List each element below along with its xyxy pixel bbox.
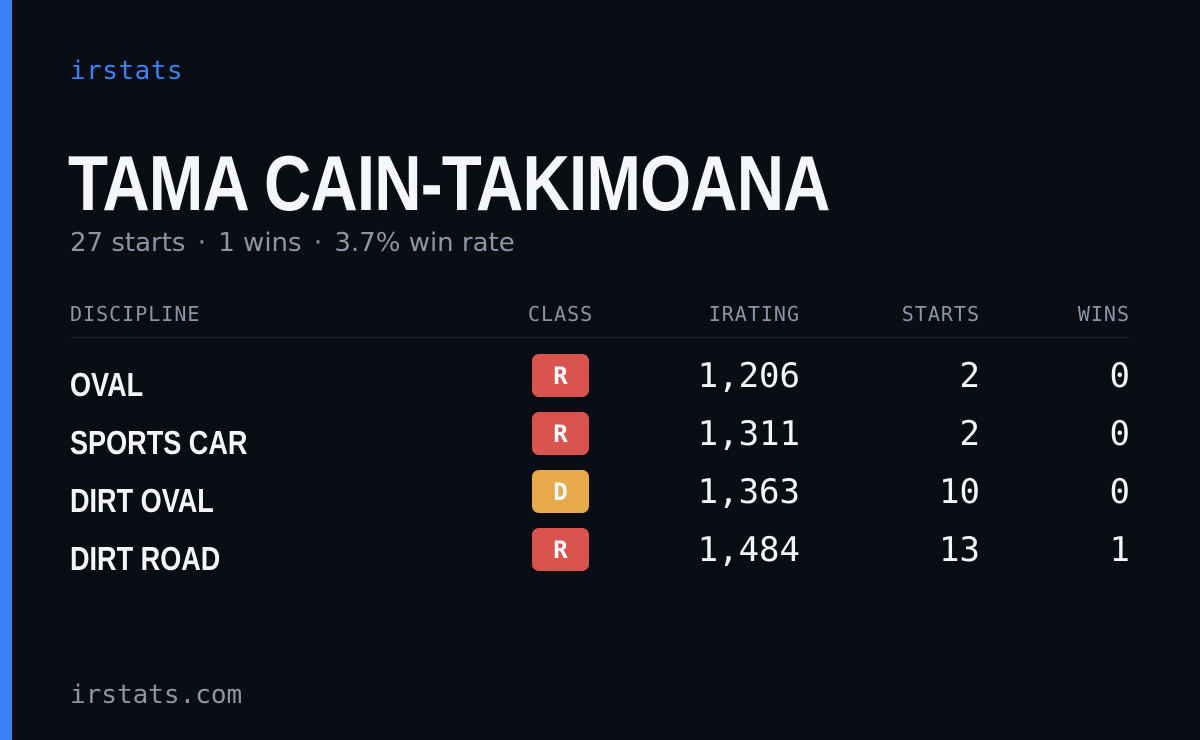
table-row: DIRT OVAL D 1,363 10 0 xyxy=(70,470,1130,528)
header-starts: STARTS xyxy=(901,302,980,326)
separator: · xyxy=(197,228,206,258)
brand-logo: irstats xyxy=(70,56,184,86)
starts-value: 13 xyxy=(939,530,980,570)
table-row: SPORTS CAR R 1,311 2 0 xyxy=(70,412,1130,470)
irating-value: 1,311 xyxy=(697,414,800,454)
starts-count: 27 starts xyxy=(70,228,186,258)
wins-value: 1 xyxy=(1109,530,1130,570)
table-row: OVAL R 1,206 2 0 xyxy=(70,354,1130,412)
discipline-table: DISCIPLINE CLASS IRATING STARTS WINS OVA… xyxy=(70,296,1130,586)
starts-value: 2 xyxy=(959,414,980,454)
discipline-name: OVAL xyxy=(70,366,144,403)
header-irating: IRATING xyxy=(708,302,800,326)
starts-value: 2 xyxy=(959,356,980,396)
wins-value: 0 xyxy=(1109,414,1130,454)
driver-summary: 27 starts · 1 wins · 3.7% win rate xyxy=(70,228,515,258)
footer-url: irstats.com xyxy=(70,680,243,710)
accent-bar xyxy=(0,0,12,740)
class-badge: R xyxy=(532,412,589,455)
class-badge: R xyxy=(532,528,589,571)
discipline-name: DIRT ROAD xyxy=(70,540,221,577)
separator: · xyxy=(313,228,323,258)
irating-value: 1,206 xyxy=(697,356,800,396)
wins-count: 1 wins xyxy=(218,228,302,258)
header-wins: WINS xyxy=(1077,302,1130,326)
discipline-name: SPORTS CAR xyxy=(70,424,248,461)
win-rate: 3.7% win rate xyxy=(334,228,515,258)
table-header: DISCIPLINE CLASS IRATING STARTS WINS xyxy=(70,296,1130,338)
class-badge: R xyxy=(532,354,589,397)
irating-value: 1,363 xyxy=(697,472,800,512)
irating-value: 1,484 xyxy=(697,530,800,570)
table-row: DIRT ROAD R 1,484 13 1 xyxy=(70,528,1130,586)
driver-name: TAMA CAIN-TAKIMOANA xyxy=(68,139,830,227)
table-body: OVAL R 1,206 2 0 SPORTS CAR R 1,311 2 0 … xyxy=(70,338,1130,586)
wins-value: 0 xyxy=(1109,356,1130,396)
class-badge: D xyxy=(532,470,589,513)
header-discipline: DISCIPLINE xyxy=(70,302,201,326)
header-class: CLASS xyxy=(528,302,594,326)
starts-value: 10 xyxy=(939,472,980,512)
wins-value: 0 xyxy=(1109,472,1130,512)
discipline-name: DIRT OVAL xyxy=(70,482,214,519)
